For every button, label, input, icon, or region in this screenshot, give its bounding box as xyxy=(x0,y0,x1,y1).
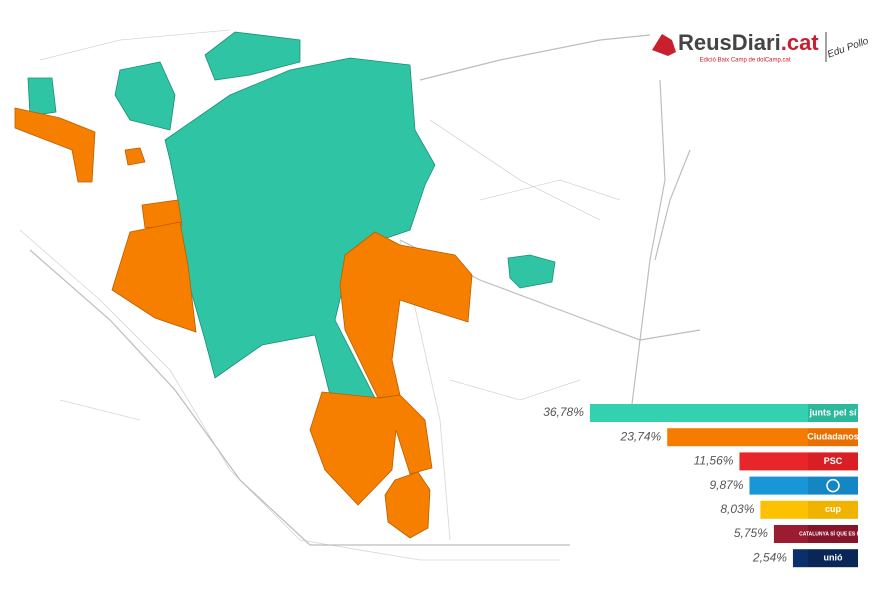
map xyxy=(14,29,701,561)
bar xyxy=(773,525,808,543)
value-label: 5,75% xyxy=(734,526,768,540)
district xyxy=(27,77,57,117)
party-logo xyxy=(808,549,858,568)
logo-icon xyxy=(652,34,676,56)
party-name: cup xyxy=(825,504,842,514)
district xyxy=(141,199,183,229)
road xyxy=(39,29,621,421)
bar xyxy=(739,452,808,471)
bar xyxy=(749,476,808,495)
party-logo xyxy=(808,500,858,519)
road xyxy=(19,229,560,561)
party-icon xyxy=(826,478,840,493)
value-label: 2,54% xyxy=(752,550,787,564)
road xyxy=(654,149,691,261)
district xyxy=(111,221,197,333)
brand: ReusDiari.cat xyxy=(678,30,819,55)
value-label: 36,78% xyxy=(543,405,584,419)
party-name: junts pel sí xyxy=(808,407,857,417)
district xyxy=(384,471,431,539)
results-chart: 36,78% junts pel sí 23,74% Ciudadanos 11,56%… xyxy=(543,404,867,568)
party-logo xyxy=(808,404,858,422)
brand-name: ReusDiari xyxy=(678,30,781,55)
district xyxy=(14,107,96,183)
district xyxy=(114,61,176,131)
road xyxy=(419,34,651,81)
bar xyxy=(760,500,808,519)
brand-logo: ReusDiari.cat Edició Baix Camp de dolCam… xyxy=(652,30,870,64)
edition: Edició Baix Camp de dolCamp.cat xyxy=(699,58,790,64)
bar xyxy=(589,404,808,422)
value-label: 23,74% xyxy=(620,429,662,443)
district xyxy=(124,147,146,166)
party-logo xyxy=(808,452,858,471)
road xyxy=(629,79,666,421)
party-logo xyxy=(808,476,858,495)
value-label: 9,87% xyxy=(709,478,743,492)
party-name: PSC xyxy=(824,456,843,466)
district xyxy=(204,31,301,81)
district xyxy=(309,391,433,506)
party-name: Ciudadanos xyxy=(807,432,859,442)
value-label: 8,03% xyxy=(720,502,754,516)
brand-suffix: .cat xyxy=(781,30,820,55)
party-logo xyxy=(808,525,858,543)
value-label: 11,56% xyxy=(694,454,734,468)
bar xyxy=(667,428,808,447)
party-name: CATALUNYA SÍ QUE ES POT xyxy=(799,529,867,537)
bar xyxy=(792,549,808,568)
district xyxy=(507,254,556,289)
district xyxy=(339,231,473,399)
road xyxy=(29,249,570,546)
party-name: unió xyxy=(824,553,843,563)
party-logo xyxy=(808,428,858,447)
